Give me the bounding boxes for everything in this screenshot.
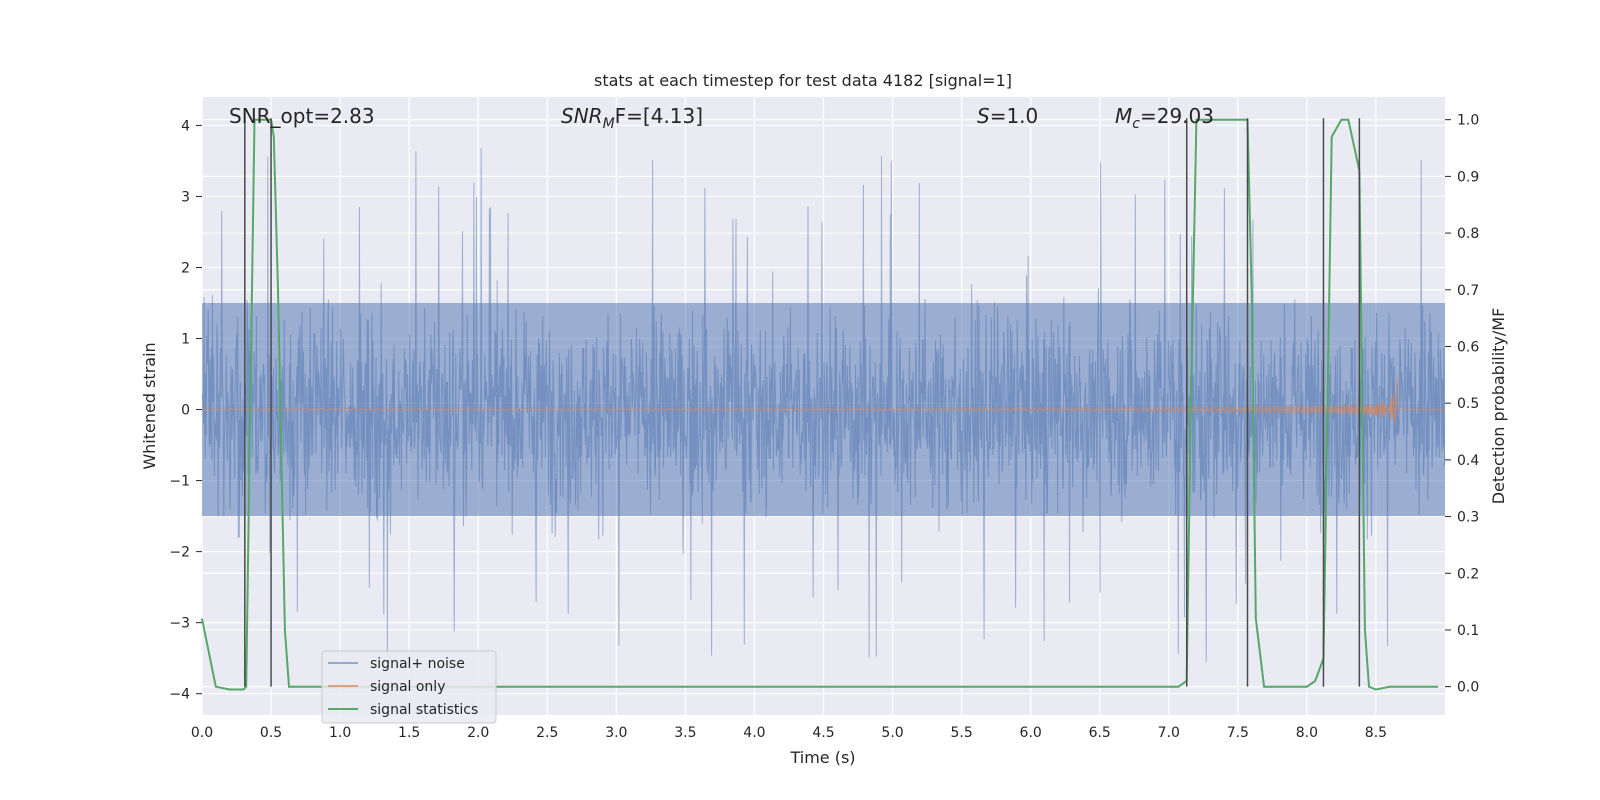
y-tick-label: 3 [181,189,190,205]
y-right-tick-label: 0.3 [1457,510,1479,526]
mc-symbol: M [1115,104,1132,128]
legend-label-signal-statistics: signal statistics [370,702,478,718]
chart-title: stats at each timestep for test data 418… [594,71,1012,90]
mc-annotation: Mc=29.03 [1115,104,1214,132]
y-axis-right-label: Detection probability/MF [1489,308,1508,505]
y-right-tick-label: 0.8 [1457,226,1479,242]
snr-opt-annotation: SNR_opt=2.83 [229,104,375,128]
x-tick-label: 0.5 [260,725,282,741]
x-tick-label: 2.5 [536,725,558,741]
y-tick-label: 4 [181,118,190,134]
x-tick-label: 4.0 [743,725,765,741]
x-tick-label: 6.5 [1089,725,1111,741]
legend-label-signal-only: signal only [370,679,445,695]
y-right-tick-label: 0.6 [1457,339,1479,355]
series-signal-only [201,376,1445,426]
y-tick-label: 0 [181,403,190,419]
series-signal-plus-noise-core [202,303,1445,517]
legend-box [321,650,497,724]
x-tick-label: 3.5 [674,725,696,741]
x-tick-label: 0.0 [191,725,213,741]
x-tick-label: 5.5 [950,725,972,741]
legend-label-signal-noise: signal+ noise [370,656,465,672]
y-right-tick-label: 1.0 [1457,113,1479,129]
x-tick-label: 3.0 [605,725,627,741]
x-tick-label: 2.0 [467,725,489,741]
s-symbol: S [977,104,990,128]
mc-subscript: c [1132,116,1140,132]
y-tick-label: −2 [169,545,190,561]
axes: 0.0 0.5 1.0 1.5 2.0 2.5 3.0 3.5 4.0 4.5 5.0 5.5 6.0 6… [169,113,1479,741]
y-tick-label: −3 [169,616,190,632]
y-right-tick-label: 0.7 [1457,283,1479,299]
s-annotation: S=1.0 [977,104,1038,128]
y-tick-label: −4 [169,687,190,703]
y-right-tick-label: 0.9 [1457,169,1479,185]
x-tick-label: 5.0 [881,725,903,741]
snr-mf-annotation: SNRMF=[4.13] [561,104,703,132]
x-tick-label: 1.5 [398,725,420,741]
y-right-tick-label: 0.5 [1457,396,1479,412]
snr-mf-value: F=[4.13] [615,104,703,128]
y-axis-label: Whitened strain [140,342,159,469]
y-tick-label: 2 [181,260,190,276]
x-tick-label: 7.0 [1158,725,1180,741]
y-right-tick-label: 0.4 [1457,453,1479,469]
snr-mf-symbol: SNR [561,104,603,128]
data-layer [201,118,1446,691]
x-axis-label: Time (s) [789,748,855,767]
x-tick-label: 6.0 [1020,725,1042,741]
y-tick-label: −1 [169,474,190,490]
snr-mf-subscript: M [603,116,615,132]
x-tick-label: 8.0 [1296,725,1318,741]
x-tick-label: 7.5 [1227,725,1249,741]
legend: signal+ noise signal only signal statist… [321,650,497,724]
y-right-tick-label: 0.1 [1457,623,1479,639]
x-tick-label: 4.5 [812,725,834,741]
x-tick-label: 8.5 [1365,725,1387,741]
y-right-tick-label: 0.2 [1457,566,1479,582]
x-tick-label: 1.0 [329,725,351,741]
y-tick-label: 1 [181,332,190,348]
mc-value: =29.03 [1140,104,1214,128]
y-right-tick-label: 0.0 [1457,680,1479,696]
s-value: =1.0 [990,104,1039,128]
marker-lines [244,118,1361,687]
